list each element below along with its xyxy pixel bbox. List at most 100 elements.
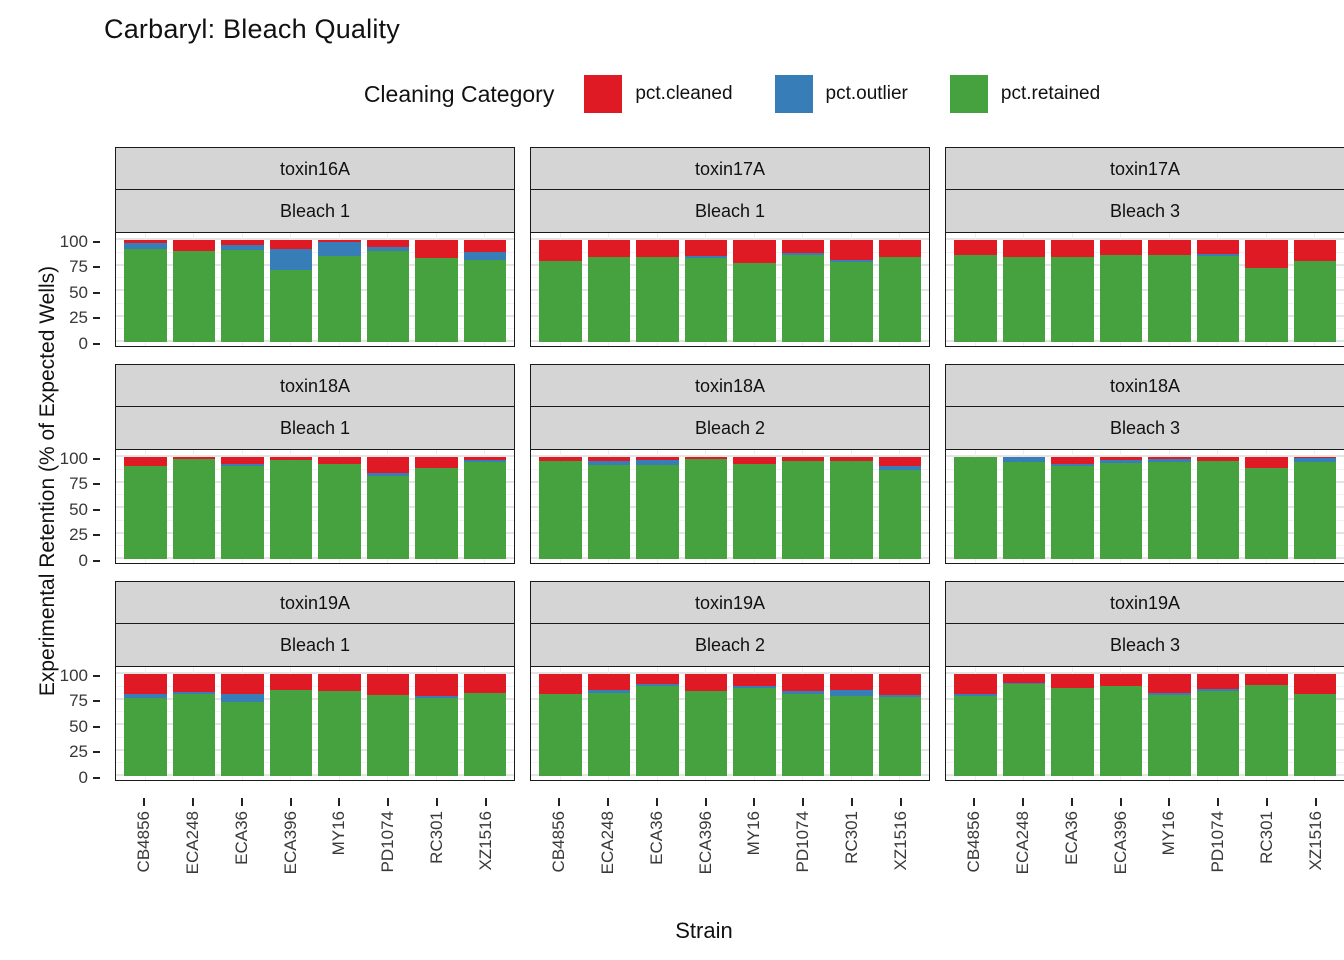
bar-segment-cleaned [781,673,824,692]
stacked-bar-MY16 [1148,673,1191,776]
stacked-bar-PD1074 [366,239,409,342]
plot-area [115,231,515,347]
stacked-bar-RC301 [1245,239,1288,342]
x-label-cell: MY16 [730,798,779,916]
y-tick-label: 100 [59,448,88,468]
facet-panel: toxin18A Bleach 1 [115,364,515,564]
minor-gridline [116,302,514,304]
x-tick-label: RC301 [426,811,446,864]
stacked-bar-ECA36 [636,239,679,342]
stacked-bar-PD1074 [1196,673,1239,776]
legend-swatch-icon [584,75,623,113]
stacked-bar-CB4856 [539,673,582,776]
bar-segment-cleaned [684,239,727,257]
bar-segment-outlier [221,694,264,703]
major-gridline [531,506,929,509]
x-tick-mark [240,798,243,806]
bar-segment-outlier [1051,463,1094,466]
x-tick-label: ECA396 [280,811,300,875]
stacked-bar-CB4856 [954,673,997,776]
bar-segment-cleaned [124,239,167,243]
major-gridline [116,289,514,292]
x-tick-label: CB4856 [549,811,569,873]
stacked-bar-PD1074 [781,673,824,776]
bar-segment-cleaned [318,456,361,464]
stacked-bar-MY16 [1148,239,1191,342]
facet-strip-bleach: Bleach 2 [530,623,930,668]
stacked-bar-ECA36 [1051,673,1094,776]
bar-segment-outlier [1196,254,1239,257]
bar-segment-outlier [366,246,409,252]
x-tick-label: ECA248 [1013,811,1033,875]
stacked-bar-PD1074 [366,673,409,776]
minor-gridline [531,519,929,521]
bar-segment-outlier [636,459,679,465]
bar-segment-retained [636,686,679,776]
x-axis-title: Strain [675,918,733,943]
bar-segment-outlier [463,459,506,462]
facet-strip-toxin: toxin17A [530,147,930,191]
bar-segment-retained [587,693,630,776]
major-gridline [946,480,1344,483]
y-tick-mark [93,725,100,728]
stacked-bar-CB4856 [954,456,997,559]
bar-segment-retained [587,464,630,559]
x-label-cell: RC301 [413,798,462,916]
major-gridline [531,238,929,241]
x-tick-mark [1022,798,1025,806]
x-axis-spacer [36,798,100,916]
legend-label: pct.outlier [825,83,908,104]
bar-segment-cleaned [415,456,458,469]
stacked-bar-XZ1516 [878,456,921,559]
stacked-bar-PD1074 [1196,456,1239,559]
minor-gridline [116,519,514,521]
stacked-bar-ECA396 [1099,239,1142,342]
major-gridline [531,557,929,560]
stacked-bar-CB4856 [954,239,997,342]
stacked-bar-ECA36 [636,673,679,776]
x-labels-strip: CB4856 ECA248 ECA36 ECA396 MY16 PD1074 RC301 XZ… [950,798,1340,916]
major-gridline [946,723,1344,726]
x-tick-label: ECA36 [1061,811,1081,865]
bar-segment-retained [415,468,458,559]
stacked-bar-ECA36 [221,673,264,776]
bar-segment-retained [636,464,679,559]
bar-segment-retained [1245,685,1288,776]
legend-entry: pct.outlier [774,75,908,113]
stacked-bar-RC301 [1245,456,1288,559]
x-label-cell: XZ1516 [1291,798,1340,916]
x-tick-mark [1265,798,1268,806]
stacked-bar-XZ1516 [1293,673,1336,776]
x-label-cell: MY16 [315,798,364,916]
y-tick-label: 0 [78,550,88,570]
y-tick-mark [93,559,100,562]
stacked-bar-ECA248 [587,239,630,342]
bar-segment-cleaned [415,673,458,697]
bar-segment-cleaned [539,239,582,262]
bar-segment-retained [1245,268,1288,342]
x-tick-label: ECA248 [183,811,203,875]
bars-container [536,239,924,342]
minor-gridline [946,736,1344,738]
major-gridline [531,455,929,458]
legend-entry: pct.cleaned [584,75,733,113]
minor-gridline [116,545,514,547]
bars-container [121,456,509,559]
y-tick-mark [93,266,100,268]
bar-segment-retained [366,695,409,776]
stacked-bar-RC301 [415,673,458,776]
x-axis-labels: CB4856 ECA248 ECA36 ECA396 MY16 PD1074 RC301 XZ… [945,798,1344,916]
x-tick-label: CB4856 [964,811,984,873]
stacked-bar-XZ1516 [878,239,921,342]
x-tick-mark [973,798,976,806]
x-tick-mark [338,798,341,806]
bar-segment-cleaned [269,673,312,691]
x-label-cell: ECA36 [1048,798,1097,916]
bar-segment-retained [830,460,873,559]
bar-segment-outlier [269,249,312,271]
major-gridline [116,340,514,343]
bar-segment-retained [684,458,727,559]
stacked-bar-ECA248 [587,456,630,559]
bars-container [951,673,1339,776]
x-label-cell: XZ1516 [876,798,925,916]
